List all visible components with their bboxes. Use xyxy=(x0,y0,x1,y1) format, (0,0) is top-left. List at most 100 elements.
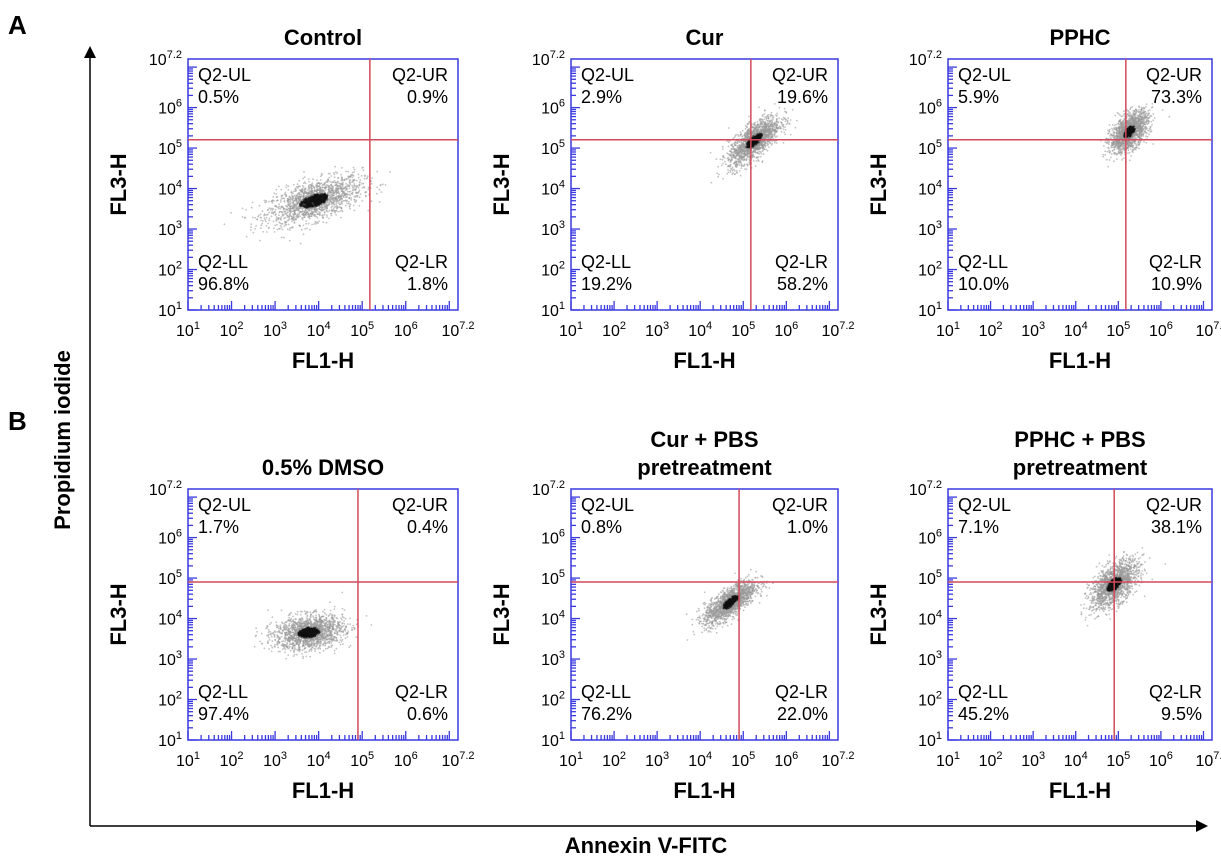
scatter-point xyxy=(348,200,350,203)
scatter-point xyxy=(791,108,794,111)
scatter-point xyxy=(257,215,260,218)
scatter-point xyxy=(314,189,317,192)
scatter-point xyxy=(321,186,324,189)
scatter-point xyxy=(294,218,297,220)
scatter-point xyxy=(251,216,254,219)
scatter-point xyxy=(768,120,771,122)
scatter-point xyxy=(1111,124,1114,126)
scatter-point xyxy=(318,220,320,223)
scatter-point xyxy=(774,126,776,129)
scatter-point xyxy=(320,210,323,212)
scatter-point xyxy=(340,179,343,182)
scatter-point xyxy=(328,209,331,212)
scatter-point xyxy=(308,213,310,216)
y-tick-label: 107.2 xyxy=(532,49,565,69)
x-tick-label: 105 xyxy=(731,320,755,340)
scatter-point xyxy=(727,171,730,174)
scatter-point xyxy=(783,107,786,110)
scatter-point xyxy=(796,119,798,122)
scatter-point xyxy=(286,205,288,208)
scatter-point xyxy=(330,202,333,205)
scatter-point xyxy=(1133,116,1135,119)
scatter-point xyxy=(318,213,321,216)
scatter-point xyxy=(329,180,331,183)
scatter-point xyxy=(287,207,290,210)
scatter-point xyxy=(277,218,280,221)
scatter-point xyxy=(745,137,748,139)
scatter-point xyxy=(780,130,783,133)
scatter-point xyxy=(275,200,278,202)
scatter-point xyxy=(1142,121,1145,124)
scatter-point xyxy=(352,179,355,182)
scatter-point xyxy=(288,216,290,219)
scatter-point xyxy=(775,119,778,122)
scatter-point xyxy=(336,200,338,203)
scatter-point xyxy=(271,200,273,203)
quadrant-value: 0.9% xyxy=(407,87,448,107)
scatter-point xyxy=(729,150,732,153)
scatter-point xyxy=(738,161,740,164)
scatter-point xyxy=(738,155,741,158)
scatter-point xyxy=(345,195,348,198)
scatter-point xyxy=(355,199,358,202)
scatter-point xyxy=(332,203,335,206)
scatter-point xyxy=(1115,123,1118,126)
scatter-point xyxy=(326,205,329,208)
scatter-point xyxy=(256,218,259,221)
scatter-point xyxy=(349,203,352,206)
scatter-point xyxy=(314,215,316,218)
scatter-point xyxy=(275,219,278,221)
scatter-point xyxy=(740,162,743,165)
scatter-point xyxy=(268,200,270,203)
scatter-point xyxy=(326,216,328,218)
scatter-point xyxy=(300,195,303,198)
quadrant-name: Q2-UL xyxy=(581,65,634,85)
scatter-point xyxy=(348,190,351,193)
scatter-point xyxy=(767,136,769,139)
scatter-point xyxy=(1111,127,1113,130)
scatter-point xyxy=(767,126,770,129)
scatter-point xyxy=(378,188,381,191)
scatter-point xyxy=(311,223,313,226)
scatter-point xyxy=(740,167,743,170)
scatter-point xyxy=(752,135,755,138)
scatter-point xyxy=(346,187,348,190)
scatter-point xyxy=(751,153,754,156)
scatter-point xyxy=(1141,133,1143,136)
panel-label-b: B xyxy=(8,406,27,436)
scatter-point xyxy=(333,197,335,200)
scatter-point xyxy=(329,184,332,187)
scatter-point xyxy=(744,124,747,127)
scatter-point xyxy=(784,126,786,128)
x-tick-label: 103 xyxy=(263,320,287,340)
scatter-point xyxy=(1123,113,1126,116)
scatter-point xyxy=(721,145,724,148)
scatter-point xyxy=(328,201,331,204)
scatter-point xyxy=(780,118,783,120)
scatter-point xyxy=(1108,124,1111,126)
scatter-point xyxy=(1153,117,1156,119)
quadrant-value: 96.8% xyxy=(198,274,249,294)
scatter-point xyxy=(776,124,778,127)
scatter-point xyxy=(291,210,293,213)
scatter-point xyxy=(765,128,768,131)
scatter-point xyxy=(743,134,746,137)
scatter-point xyxy=(740,133,742,135)
scatter-point xyxy=(736,149,738,152)
scatter-point xyxy=(733,151,735,153)
scatter-point xyxy=(744,127,747,130)
scatter-point xyxy=(313,186,316,189)
scatter-point xyxy=(281,228,284,231)
scatter-point xyxy=(786,120,789,123)
scatter-point xyxy=(347,170,349,173)
scatter-point xyxy=(349,176,352,178)
scatter-point xyxy=(276,228,279,231)
scatter-point xyxy=(734,173,736,175)
scatter-point xyxy=(359,179,362,181)
x-tick-label: 104 xyxy=(307,320,331,340)
scatter-point xyxy=(289,203,291,206)
scatter-point xyxy=(721,155,724,158)
scatter-point xyxy=(357,176,360,179)
scatter-point xyxy=(1143,107,1146,109)
scatter-point xyxy=(270,215,273,218)
